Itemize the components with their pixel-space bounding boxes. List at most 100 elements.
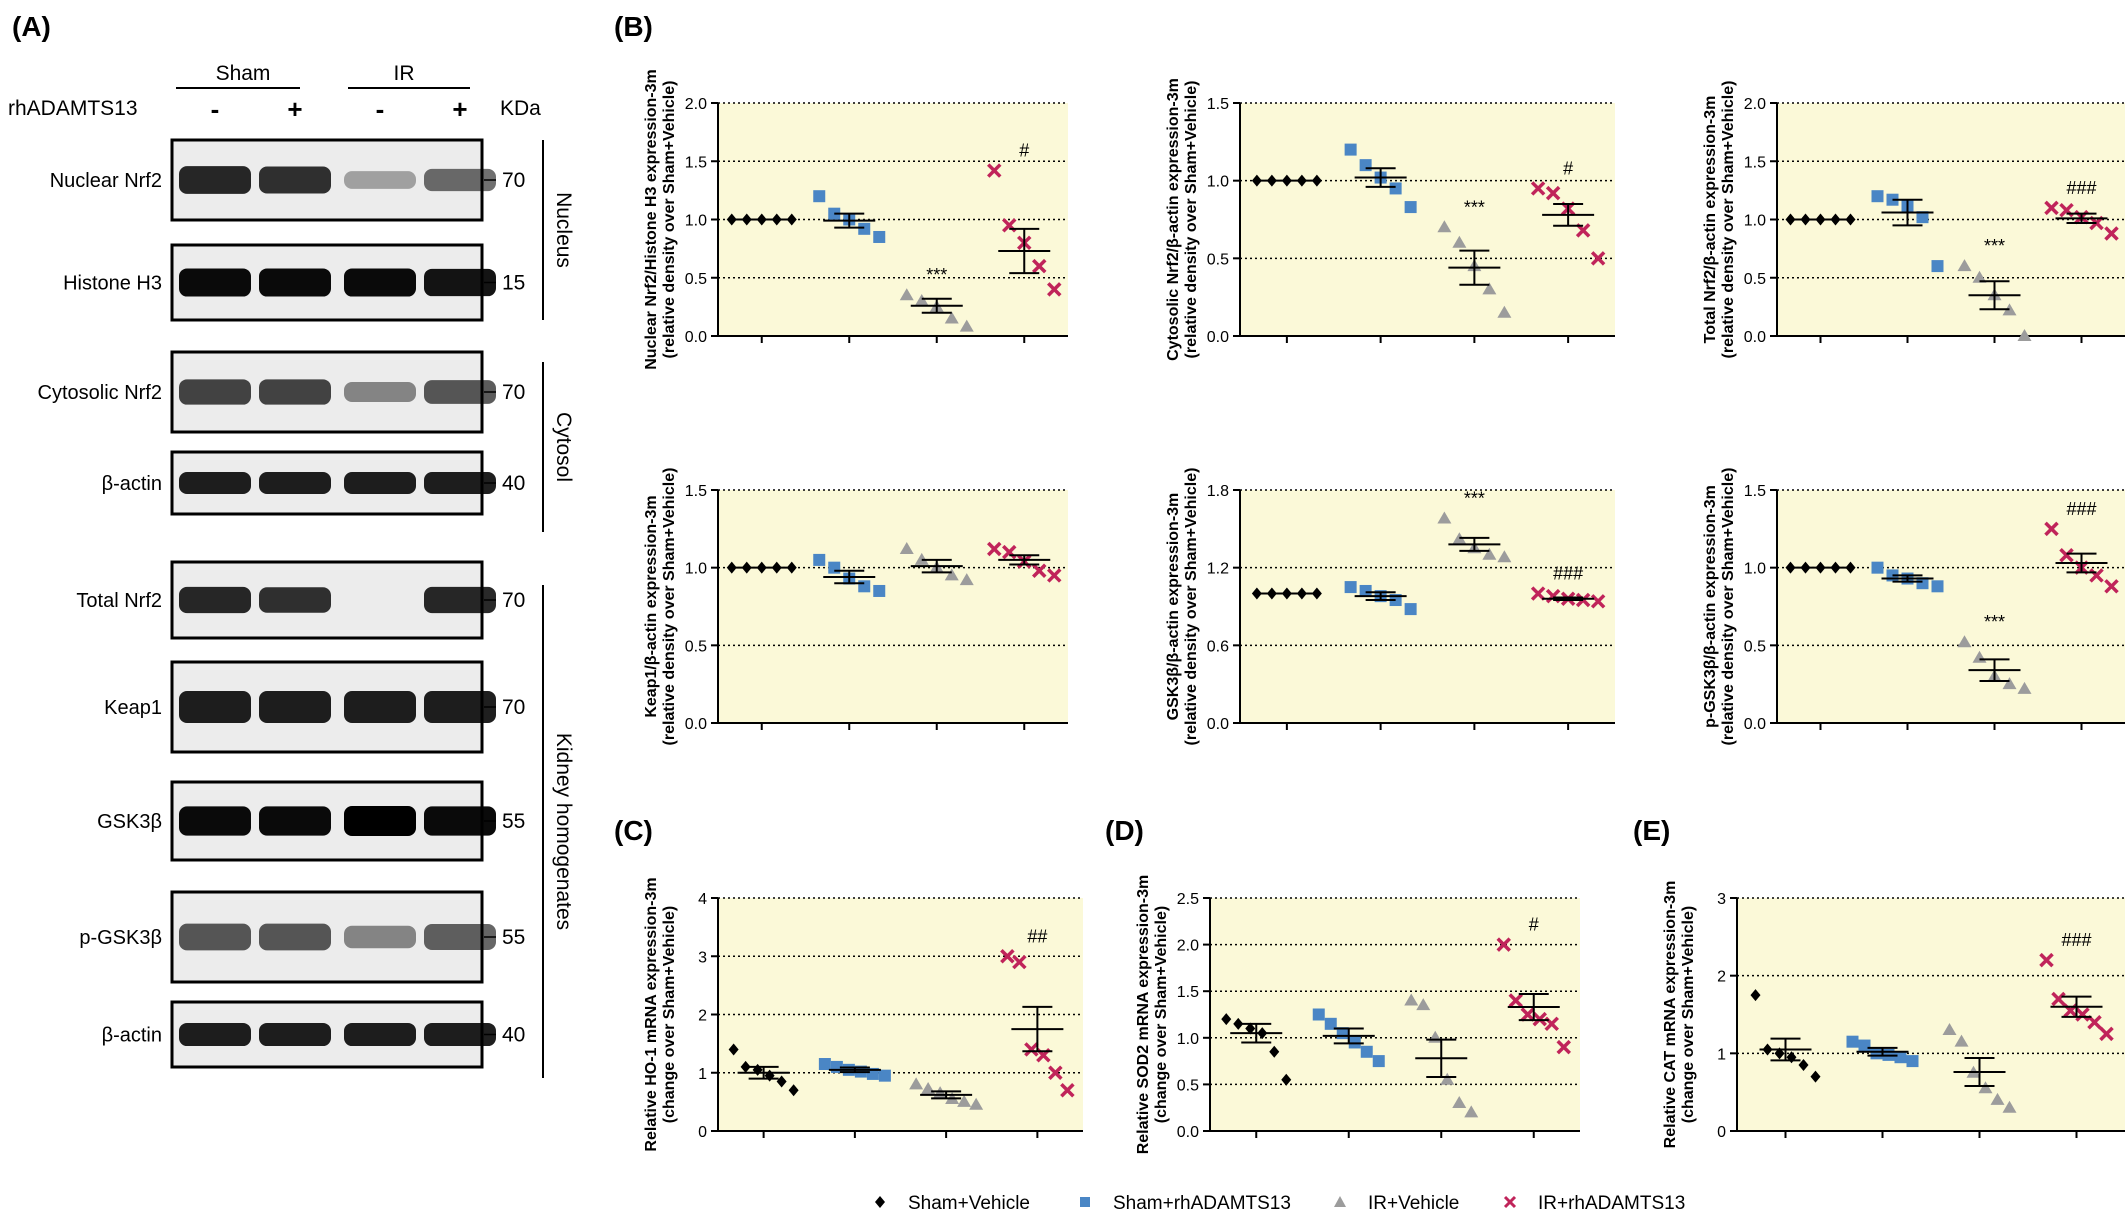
data-point <box>1344 143 1357 156</box>
data-point <box>1251 174 1262 187</box>
blot-band <box>424 924 496 950</box>
blot-band <box>344 382 416 402</box>
blot-1 <box>170 243 496 322</box>
y-tick-label: 1.5 <box>1207 96 1229 113</box>
kda-header: KDa <box>500 97 541 120</box>
data-point <box>1990 1092 2005 1105</box>
legend-marker <box>1503 1195 1517 1209</box>
blot-band <box>344 171 416 189</box>
significance-label: *** <box>1464 197 1485 217</box>
data-point <box>1312 1008 1325 1021</box>
data-point <box>1942 1023 1957 1036</box>
y-axis-label-sub: (change over Sham+Vehicle) <box>1153 906 1170 1123</box>
y-tick-label: 0.5 <box>685 638 707 655</box>
marker-kda: 15 <box>502 272 525 295</box>
y-tick-label: 0.0 <box>1207 329 1229 346</box>
significance-label: *** <box>1984 612 2005 632</box>
blot-8 <box>170 1000 496 1069</box>
y-axis-label: Nuclear Nrf2/Histone H3 expression-3m <box>643 69 660 370</box>
compartment-label: Cytosol <box>552 412 575 482</box>
significance-label: ### <box>2066 499 2096 519</box>
blot-3 <box>170 450 496 516</box>
data-point <box>1916 211 1929 224</box>
data-point <box>1508 993 1523 1008</box>
data-point <box>909 1077 924 1090</box>
data-point <box>858 580 871 593</box>
data-point <box>1311 587 1322 600</box>
significance-label: ## <box>1027 926 1047 946</box>
data-point <box>1845 213 1856 226</box>
data-point <box>1972 270 1987 283</box>
data-point <box>1590 594 1606 609</box>
data-point <box>1858 1039 1871 1052</box>
data-point <box>1496 937 1511 952</box>
data-point <box>1360 1045 1373 1058</box>
y-tick-label: 1.0 <box>1207 174 1229 191</box>
data-point <box>878 1069 891 1082</box>
data-point <box>2099 1026 2114 1042</box>
data-point <box>987 163 1002 178</box>
data-point <box>1311 174 1322 187</box>
y-tick-label: 1.0 <box>685 561 707 578</box>
data-point <box>813 190 826 203</box>
blot-band <box>179 1022 251 1047</box>
legend-marker <box>875 1196 885 1208</box>
y-tick-label: 0.5 <box>1744 271 1766 288</box>
group-label-sham: Sham <box>216 62 271 85</box>
data-point <box>1060 1082 1075 1098</box>
data-point <box>2104 579 2119 594</box>
data-point <box>1464 1105 1479 1118</box>
chart-5: 0.0 0.5 1.0 1.5 p-GSK3β/β-actin expression-3… <box>1702 468 2125 745</box>
data-point <box>1482 282 1497 295</box>
plot-area <box>1240 490 1615 723</box>
blot-band <box>259 166 331 194</box>
data-point <box>1894 1051 1907 1064</box>
blot-band <box>424 806 496 836</box>
y-tick-label: 1.0 <box>1177 1031 1199 1048</box>
chart-7: 0.0 0.5 1.0 1.5 2.0 2.5 Relative SOD2 mRNA exp… <box>1105 815 1580 1154</box>
y-tick-label: 1.5 <box>685 154 707 171</box>
y-tick-label: 1.0 <box>1744 213 1766 230</box>
blot-band <box>179 806 251 836</box>
data-point <box>828 561 841 574</box>
data-point <box>987 541 1002 557</box>
marker-kda: 70 <box>502 589 525 612</box>
y-tick-label: 0.5 <box>1177 1077 1199 1094</box>
data-point <box>944 311 959 324</box>
group-label-ir: IR <box>394 62 415 85</box>
blot-label: p-GSK3β <box>79 927 162 949</box>
y-tick-label: 2.0 <box>1744 96 1766 113</box>
blot-band <box>424 471 496 495</box>
marker-kda: 55 <box>502 810 525 833</box>
data-point <box>858 222 871 235</box>
y-tick-label: 1.2 <box>1207 561 1229 578</box>
blot-band <box>179 923 251 951</box>
marker-kda: 40 <box>502 1024 525 1047</box>
data-point <box>1750 989 1761 1002</box>
data-point <box>959 319 974 332</box>
data-point <box>2087 1015 2102 1030</box>
blot-label: β-actin <box>102 473 162 495</box>
y-tick-label: 0 <box>698 1124 707 1141</box>
data-point <box>2002 677 2017 690</box>
y-tick-label: 2.5 <box>1177 891 1199 908</box>
blot-band <box>179 586 251 614</box>
blot-7 <box>170 890 496 984</box>
data-point <box>2044 200 2059 216</box>
chart-3: 0.0 0.5 1.0 1.5 Keap1/β-actin expression-3m(… <box>643 468 1068 745</box>
data-point <box>1590 251 1606 266</box>
data-point <box>2104 226 2119 241</box>
blot-band <box>259 806 331 836</box>
y-tick-label: 0.0 <box>685 716 707 733</box>
blot-band <box>179 268 251 297</box>
legend-item: IR+rhADAMTS13 <box>1503 1193 1685 1214</box>
blot-band <box>259 587 331 613</box>
y-tick-label: 0.0 <box>1744 329 1766 346</box>
marker-kda: 70 <box>502 169 525 192</box>
data-point <box>1810 1070 1821 1083</box>
blot-band <box>344 1022 416 1047</box>
data-point <box>786 213 797 226</box>
data-point <box>866 1067 879 1080</box>
data-point <box>1324 1017 1337 1030</box>
data-point <box>2051 991 2066 1007</box>
